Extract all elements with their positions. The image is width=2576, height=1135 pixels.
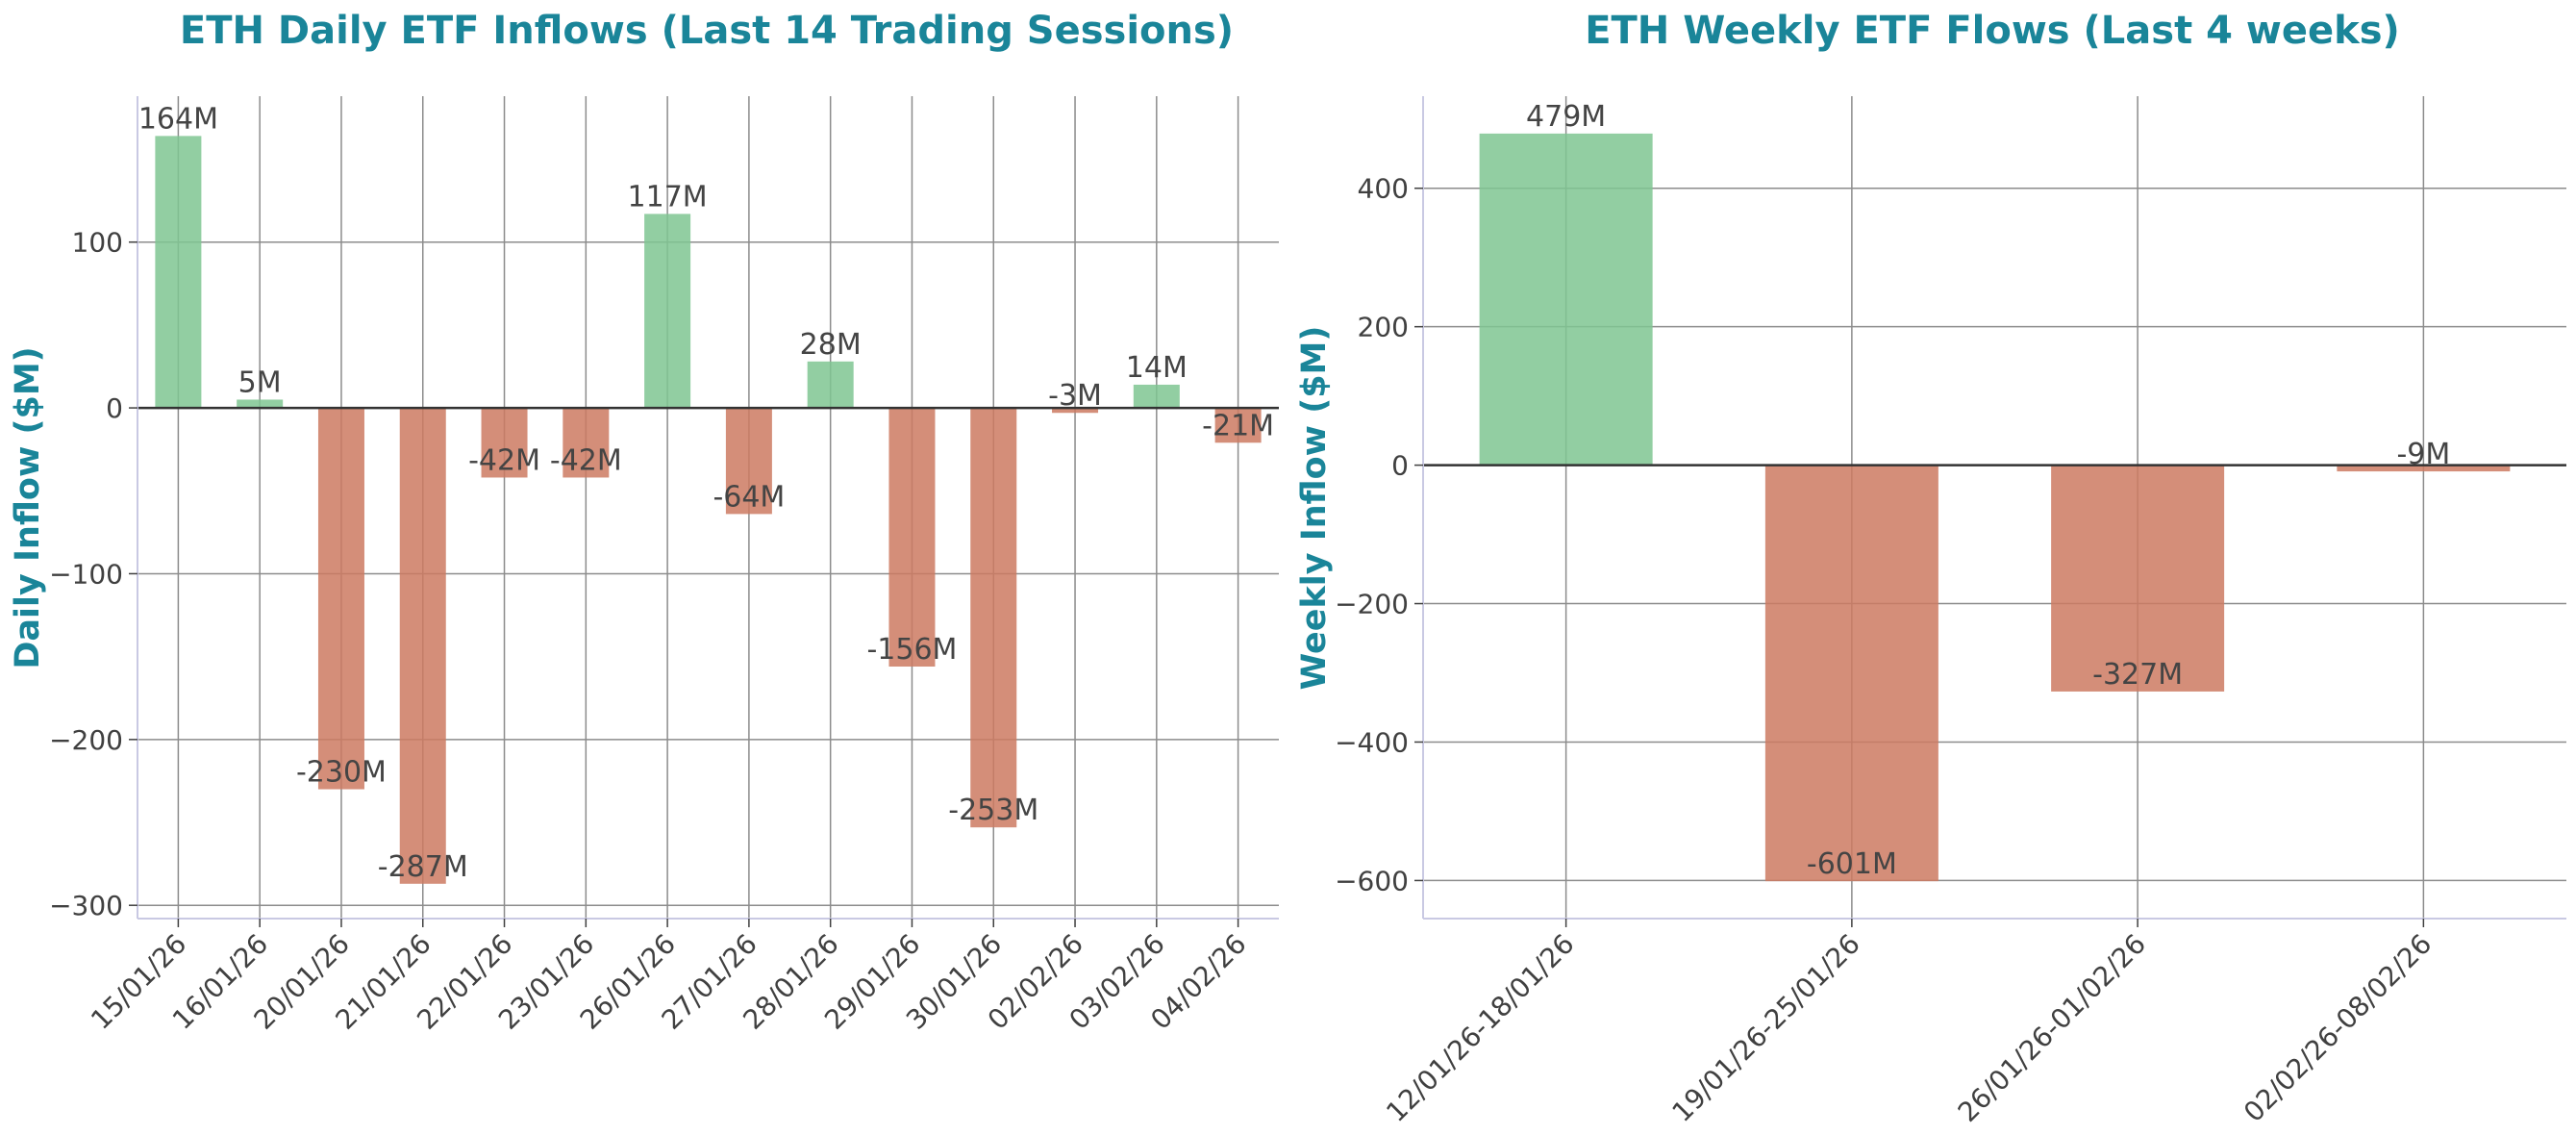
daily-bar-04/02/26 [1214,408,1262,443]
weekly-y-tick-label: 200 [1358,312,1409,343]
weekly-x-ticks: 12/01/26-18/01/26 19/01/26-25/01/26 26/01/… [1380,919,2438,1128]
daily-data-label: -287M [378,850,468,884]
daily-bar-23/01/26 [563,408,610,478]
daily-chart-title: ETH Daily ETF Inflows (Last 14 Trading S… [180,9,1234,53]
daily-data-label: -21M [1202,409,1274,442]
daily-y-tick-label: −300 [49,890,123,921]
daily-bar-15/01/26 [155,136,202,409]
daily-bar-27/01/26 [725,408,772,515]
daily-data-labels: 164M 5M -230M -287M -42M -42M 117M -64M 28M -156M… [138,102,1274,883]
daily-bar-03/02/26 [1133,384,1180,409]
weekly-y-tick-label: −200 [1335,589,1409,620]
daily-bar-30/01/26 [970,408,1017,828]
weekly-x-tick-label: 02/02/26-08/02/26 [2238,928,2438,1128]
weekly-bar-12/01/26-18/01/26 [1479,133,1653,466]
daily-y-tick-label: −100 [49,558,123,590]
weekly-data-label: -327M [2092,658,2183,692]
daily-data-label: 14M [1126,351,1188,385]
weekly-y-ticks: −600 −400 −200 0 200 400 [1335,173,1423,896]
weekly-data-label: -9M [2396,438,2450,471]
daily-x-ticks: 15/01/2616/01/2620/01/2621/01/2622/01/26… [85,919,1253,1036]
daily-data-label: 5M [238,366,282,399]
weekly-data-labels: 479M -601M -327M -9M [1526,100,2450,881]
weekly-bars [1479,133,2511,882]
daily-data-label: -156M [866,633,957,667]
daily-y-tick-label: −200 [49,724,123,756]
weekly-bar-26/01/26-01/02/26 [2051,465,2225,692]
weekly-y-tick-label: −600 [1335,865,1409,896]
weekly-bar-19/01/26-25/01/26 [1764,465,1938,882]
weekly-axes [1422,96,2566,920]
daily-bar-16/01/26 [237,399,284,409]
weekly-bar-02/02/26-08/02/26 [2337,465,2511,472]
daily-data-label: -230M [296,756,387,790]
weekly-flow-chart: ETH Weekly ETF Flows (Last 4 weeks) Week… [1295,9,2566,1128]
daily-axes [137,96,1279,920]
daily-data-label: -42M [468,443,540,477]
daily-bars [155,136,1262,884]
weekly-y-tick-label: 400 [1358,173,1409,205]
weekly-y-axis-label: Weekly Inflow ($M) [1295,326,1334,691]
daily-y-axis-label: Daily Inflow ($M) [9,346,47,668]
daily-y-tick-label: 0 [106,392,123,424]
daily-gridlines [138,96,1279,919]
daily-bar-21/01/26 [399,408,446,884]
daily-data-label: -64M [713,480,785,514]
daily-bar-20/01/26 [317,408,364,790]
weekly-data-label: 479M [1526,100,1606,134]
weekly-x-tick-label: 19/01/26-25/01/26 [1665,928,1865,1128]
weekly-y-tick-label: −400 [1335,726,1409,758]
daily-bar-26/01/26 [644,214,691,409]
daily-y-tick-label: 100 [72,227,123,259]
daily-data-label: 117M [628,180,708,214]
daily-data-label: 28M [800,328,862,362]
daily-bar-02/02/26 [1052,408,1099,414]
daily-data-label: -3M [1048,379,1102,413]
weekly-x-tick-label: 26/01/26-01/02/26 [1952,928,2152,1128]
weekly-x-tick-label: 12/01/26-18/01/26 [1380,928,1580,1128]
daily-data-label: 164M [138,102,218,136]
daily-bar-22/01/26 [481,408,528,478]
daily-bar-28/01/26 [807,361,854,409]
weekly-data-label: -601M [1807,847,1897,881]
daily-data-label: -42M [550,443,622,477]
daily-y-ticks: −300 −200 −100 0 100 [49,227,138,921]
weekly-chart-title: ETH Weekly ETF Flows (Last 4 weeks) [1585,9,2400,53]
daily-bar-29/01/26 [888,408,936,667]
weekly-y-tick-label: 0 [1391,450,1409,482]
daily-inflow-chart: ETH Daily ETF Inflows (Last 14 Trading S… [9,9,1279,1036]
daily-data-label: -253M [948,794,1038,827]
